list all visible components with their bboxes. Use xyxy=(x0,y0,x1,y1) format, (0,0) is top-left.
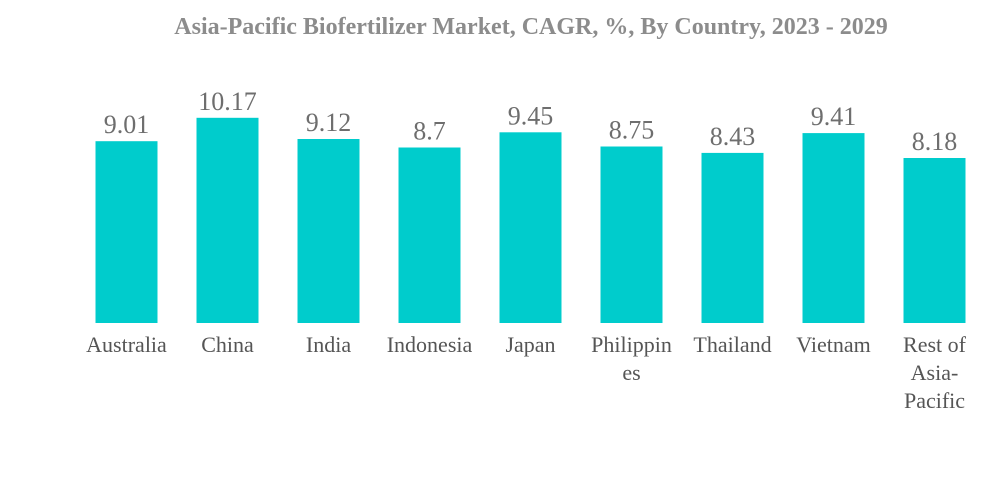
bar xyxy=(701,152,764,323)
category-label-line: Thailand xyxy=(693,332,771,357)
bar-value-label: 8.18 xyxy=(912,127,958,156)
category-label-line: Japan xyxy=(505,332,555,357)
category-label: Australia xyxy=(86,332,167,357)
category-label: China xyxy=(201,332,254,357)
category-label-line: China xyxy=(201,332,254,357)
bars-layer xyxy=(95,117,966,323)
category-label-line: Indonesia xyxy=(387,332,473,357)
category-labels-layer: Australia China India Indonesia Japan Philipp… xyxy=(86,332,966,413)
value-labels-layer: 9.01 10.17 9.12 8.7 9.45 8.75 8.43 9.41 8.18 xyxy=(104,87,958,156)
category-label-line: India xyxy=(306,332,351,357)
bar xyxy=(95,141,158,323)
category-label: Indonesia xyxy=(387,332,473,357)
category-label-line: Rest of xyxy=(903,332,967,357)
bar-value-label: 9.41 xyxy=(811,102,857,131)
category-label: Vietnam xyxy=(796,332,870,357)
bar-value-label: 8.75 xyxy=(609,116,655,145)
bar xyxy=(600,146,663,323)
bar-value-label: 9.01 xyxy=(104,110,150,139)
category-label: Philippin es xyxy=(591,332,672,385)
bar-value-label: 8.7 xyxy=(413,117,446,146)
category-label-line: Vietnam xyxy=(796,332,870,357)
category-label: India xyxy=(306,332,351,357)
chart-title: Asia-Pacific Biofertilizer Market, CAGR,… xyxy=(174,14,888,40)
bar xyxy=(802,133,865,323)
bar xyxy=(398,147,461,323)
category-label-line: Asia- xyxy=(911,360,959,385)
bar xyxy=(297,139,360,323)
bar-value-label: 8.43 xyxy=(710,122,756,151)
category-label: Japan xyxy=(505,332,555,357)
category-label-line: Australia xyxy=(86,332,167,357)
bar xyxy=(499,132,562,323)
bar-value-label: 10.17 xyxy=(198,87,257,116)
category-label-line: Philippin xyxy=(591,332,672,357)
category-label: Thailand xyxy=(693,332,771,357)
bar xyxy=(196,117,259,323)
bar-value-label: 9.45 xyxy=(508,101,554,130)
category-label: Rest of Asia- Pacific xyxy=(903,332,967,413)
category-label-line: Pacific xyxy=(904,388,965,413)
bar xyxy=(903,158,966,323)
category-label-line: es xyxy=(622,360,640,385)
bar-value-label: 9.12 xyxy=(306,108,352,137)
